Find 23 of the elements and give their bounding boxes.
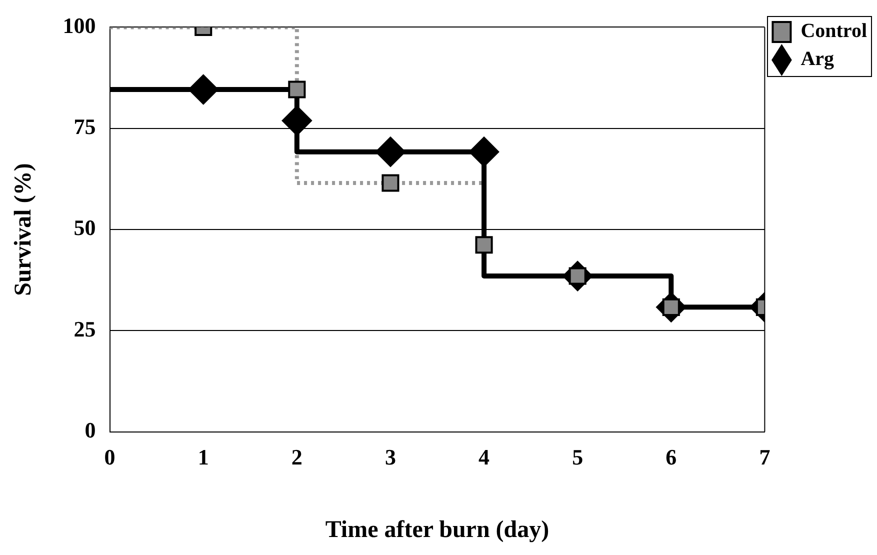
legend-label: Control (800, 20, 868, 42)
legend-label: Arg (800, 48, 834, 70)
x-tick-label: 0 (104, 444, 116, 470)
y-axis-title: Survival (%) (10, 163, 37, 296)
point (475, 236, 493, 254)
x-axis-title: Time after burn (day) (325, 516, 550, 543)
y-tick-label: 100 (62, 12, 96, 38)
point (282, 106, 312, 136)
x-tick-label: 7 (759, 444, 770, 470)
x-tick-label: 3 (384, 444, 396, 470)
point (382, 174, 400, 192)
x-tick-label: 6 (666, 444, 677, 470)
point (375, 136, 406, 167)
x-tick-label: 2 (291, 444, 302, 470)
x-tick-label: 5 (572, 444, 584, 470)
y-tick-label: 75 (74, 114, 96, 140)
x-tick-label: 1 (198, 444, 209, 470)
y-tick-label: 0 (84, 417, 96, 442)
point (469, 136, 500, 167)
y-tick-label: 25 (74, 316, 96, 342)
point (288, 80, 306, 98)
y-tick-label: 50 (74, 215, 96, 240)
x-tick-label: 4 (478, 444, 490, 470)
